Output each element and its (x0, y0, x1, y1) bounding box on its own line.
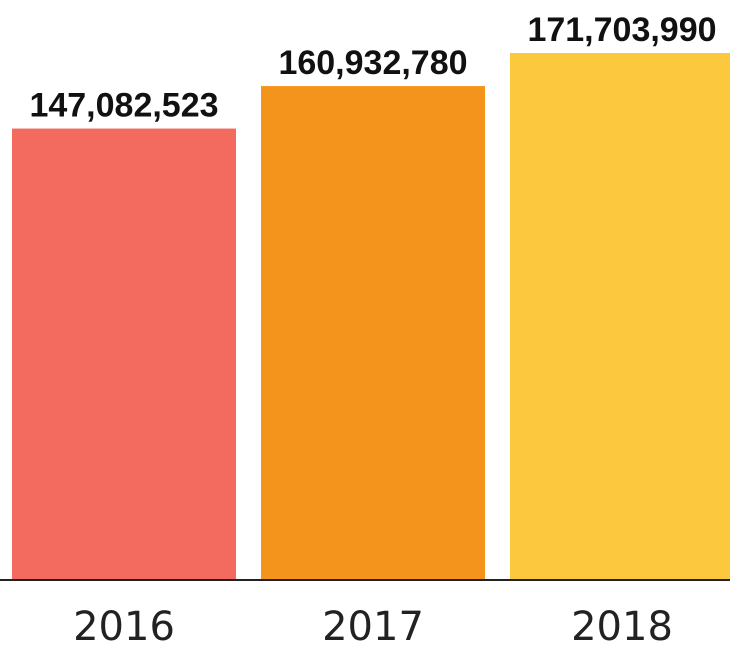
bar-2017 (261, 86, 485, 580)
x-tick-label-2016: 2016 (73, 604, 175, 649)
x-tick-label-2017: 2017 (322, 604, 424, 649)
value-labels-group: 147,082,523 160,932,780 171,703,990 (29, 11, 716, 125)
value-label-2017: 160,932,780 (278, 44, 467, 82)
value-label-2018: 171,703,990 (527, 11, 716, 49)
bar-2016 (12, 128, 236, 580)
x-tick-label-2018: 2018 (571, 604, 673, 649)
value-label-2016: 147,082,523 (29, 87, 218, 125)
bars-group (12, 53, 730, 580)
bar-2018 (510, 53, 730, 580)
x-tick-labels-group: 2016 2017 2018 (73, 604, 673, 649)
